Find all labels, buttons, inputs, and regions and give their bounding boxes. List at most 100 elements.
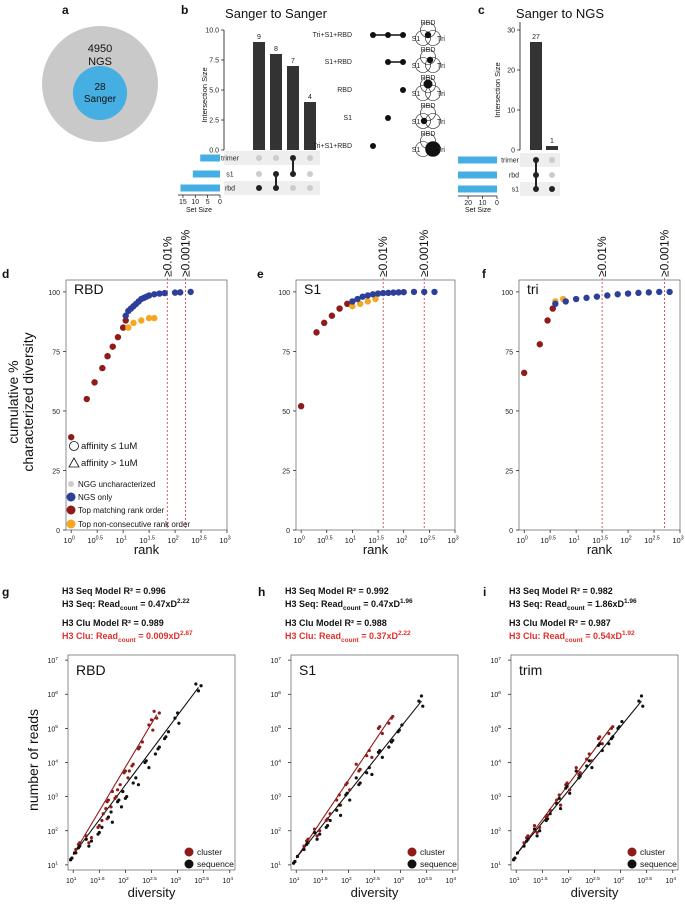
d-point [151, 314, 158, 322]
d-point [145, 292, 153, 299]
f-point [635, 289, 642, 297]
i-point-cluster [535, 830, 539, 835]
g-clu-read-part: 2.87 [180, 630, 193, 637]
i-x-ticklabel-base: 10 [561, 878, 569, 885]
h-point-cluster [325, 817, 330, 821]
i-y-ticklabel-base: 10 [490, 692, 498, 699]
f-point [544, 317, 551, 324]
d-x-ticklabel: 100 [64, 536, 75, 545]
g-y-ticklabel-exp: 5 [55, 724, 58, 730]
f-x-ticklabel: 100 [517, 536, 528, 545]
panel-letter-f: f [482, 267, 487, 281]
b-matrix-dot [290, 185, 296, 191]
i-x-ticklabel-exp: 2.5 [593, 876, 600, 882]
legend-ngs-only: NGS only [78, 493, 112, 502]
h-x-ticklabel-base: 10 [417, 878, 425, 885]
b-setsize-ticklabel: 10 [191, 199, 199, 206]
g-point-sequence [164, 735, 168, 739]
h-seq-read: H3 Seq: Readcount = 0.47xD1.96 [285, 598, 413, 612]
e-x-ticklabel-exp: 0.5 [325, 536, 332, 542]
h-x-ticklabel-exp: 1 [297, 876, 300, 882]
h-point-cluster [318, 829, 322, 833]
h-fit-line-sequence [295, 700, 422, 859]
d-x-ticklabel-exp: 0 [72, 536, 75, 542]
i-point-cluster [600, 742, 604, 746]
g-point-sequence [119, 805, 124, 809]
d-point [151, 291, 158, 298]
i-x-ticklabel-exp: 3.5 [645, 876, 652, 882]
legend-affinity-high: affinity > 1uM [81, 458, 138, 469]
i-clu-read-part: 1.92 [622, 630, 635, 637]
h-point-cluster [387, 721, 391, 725]
b-venn-circle [415, 113, 431, 129]
f-x-ticklabel: 101.5 [592, 536, 608, 545]
d-x-ticklabel-base: 10 [219, 536, 227, 545]
g-point-cluster [101, 812, 105, 816]
g-point-cluster [109, 805, 113, 809]
f-x-ticklabel-base: 10 [568, 536, 576, 545]
h-x-ticklabel-base: 10 [341, 878, 349, 885]
g-x-ticklabel: 102.5 [142, 876, 157, 885]
h-point-sequence [378, 748, 382, 753]
b-bar [253, 42, 265, 150]
d-x-ticklabel: 101.5 [139, 536, 155, 545]
i-y-ticklabel-exp: 1 [498, 861, 501, 867]
g-seq-read-part: H3 Seq: Read [62, 599, 120, 609]
g-y-ticklabel-base: 10 [47, 863, 55, 870]
i-seq-read: H3 Seq: Readcount = 1.86xD1.96 [509, 598, 637, 612]
g-y-ticklabel: 101 [47, 861, 58, 870]
i-x-ticklabel: 104 [666, 876, 677, 885]
e-point [328, 312, 336, 319]
f-y-ticklabel: 0 [509, 528, 513, 535]
c-set-name: trimer [501, 158, 520, 165]
b-venn-label-tri: Tri [437, 91, 445, 98]
g-clu-read-part: count [118, 637, 137, 644]
b-set-size-bar [200, 154, 220, 162]
f-point [549, 305, 556, 312]
g-x-ticklabel-base: 10 [66, 878, 74, 885]
g-y-ticklabel: 102 [47, 827, 58, 836]
d-point [156, 290, 163, 297]
h-y-ticklabel: 103 [270, 792, 281, 801]
e-y-ticklabel: 100 [278, 290, 290, 297]
f-point [645, 289, 653, 296]
e-x-ticklabel-exp: 0 [302, 536, 305, 542]
b-venn-circle [425, 85, 441, 101]
i-legend-cluster: cluster [640, 847, 665, 857]
f-y-ticklabel: 100 [501, 290, 513, 297]
i-point-cluster [558, 803, 563, 807]
g-x-ticklabel-base: 10 [194, 878, 202, 885]
i-y-ticklabel: 104 [490, 758, 501, 767]
b-matrix-stripe [224, 181, 320, 195]
g-x-ticklabel-exp: 1 [74, 876, 77, 882]
i-point-sequence [555, 801, 559, 806]
i-point-cluster [522, 841, 526, 845]
g-x-ticklabel: 104 [223, 876, 234, 885]
i-point-sequence [637, 699, 641, 703]
i-point-sequence [600, 748, 604, 753]
h-clu-read-part: H3 Clu: Read [285, 631, 341, 641]
e-threshold-label: ≥0.001% [417, 229, 431, 277]
i-point-cluster [538, 825, 542, 829]
d-y-ticklabel: 75 [52, 349, 60, 356]
g-y-ticklabel: 103 [47, 792, 58, 801]
i-point-sequence [639, 694, 644, 698]
c-matrix-dot [549, 157, 555, 163]
i-clu-read-part: H3 Clu: Read [509, 631, 565, 641]
i-x-ticklabel-base: 10 [533, 878, 541, 885]
h-point-cluster [315, 834, 319, 838]
g-x-ticklabel-exp: 2.5 [150, 876, 157, 882]
g-xlabel: diversity [128, 885, 176, 900]
i-point-sequence [607, 742, 611, 746]
e-point [400, 288, 407, 296]
g-point-sequence [70, 856, 74, 860]
c-matrix-dot [549, 172, 555, 178]
g-y-ticklabel-base: 10 [47, 726, 55, 733]
h-point-sequence [312, 830, 317, 835]
i-x-ticklabel-base: 10 [585, 878, 593, 885]
g-clu-model: H3 Clu Model R² = 0.989 [62, 618, 164, 628]
i-y-ticklabel-base: 10 [490, 795, 498, 802]
e-point [354, 295, 361, 303]
f-point [604, 292, 611, 299]
